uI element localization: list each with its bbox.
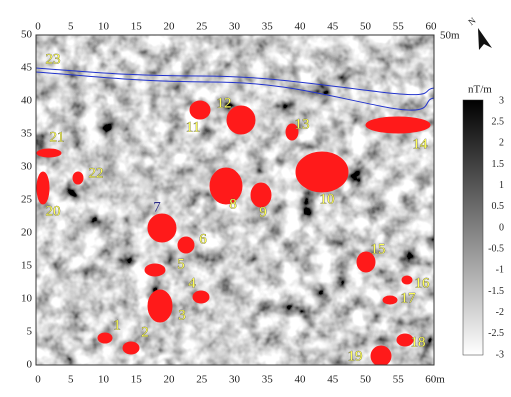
x-tick-bottom: 0 (35, 374, 41, 386)
colorbar-tick: 2 (499, 138, 504, 149)
anomaly-label: 17 (401, 290, 417, 306)
colorbar-tick: 1.5 (492, 159, 505, 170)
anomaly-blob (251, 183, 271, 207)
x-tick-bottom: 50 (360, 374, 372, 386)
colorbar-tick: -3 (496, 349, 504, 360)
y-tick: 35 (21, 128, 33, 140)
anomaly-label: 16 (415, 275, 431, 291)
x-tick-top: 25 (196, 21, 208, 33)
x-tick-bottom: 30 (229, 374, 241, 386)
north-arrow (478, 28, 492, 50)
y-tick: 15 (21, 260, 33, 272)
anomaly-label: 12 (217, 95, 232, 111)
anomaly-label: 2 (141, 324, 149, 340)
colorbar-tick: 3 (499, 95, 504, 106)
anomaly-label: 4 (188, 275, 196, 291)
anomaly-label: 9 (259, 204, 267, 220)
colorbar-tick: -2 (496, 307, 504, 318)
x-tick-top: 15 (131, 21, 143, 33)
x-tick-top: 40 (295, 21, 307, 33)
anomaly-blob (190, 101, 210, 119)
x-tick-top: 55 (393, 21, 405, 33)
x-tick-bottom: 35 (262, 374, 274, 386)
anomaly-label: 8 (229, 196, 237, 212)
anomaly-blob (145, 264, 165, 276)
y-tick: 5 (27, 326, 33, 338)
colorbar-tick: 1 (499, 180, 504, 191)
anomaly-label: 5 (177, 256, 185, 272)
colorbar-unit: nT/m (468, 84, 492, 96)
anomaly-label: 20 (46, 203, 61, 219)
anomaly-blob (148, 290, 172, 322)
x-tick-top: 35 (262, 21, 274, 33)
anomaly-blob (296, 152, 348, 192)
y-tick: 40 (21, 95, 33, 107)
x-tick-bottom: 15 (131, 374, 143, 386)
x-tick-bottom: 45 (327, 374, 339, 386)
x-tick-bottom: 55 (393, 374, 405, 386)
x-tick-bottom: 10 (98, 374, 110, 386)
anomaly-blob (37, 172, 49, 204)
y-tick: 25 (21, 194, 33, 206)
x-tick-top: 30 (229, 21, 241, 33)
y-tick: 50 (21, 29, 33, 41)
y-tick: 20 (21, 227, 33, 239)
anomaly-label: 11 (186, 119, 200, 135)
anomaly-label: 19 (348, 348, 363, 364)
anomaly-label: 15 (371, 241, 386, 257)
magnetometry-map: nT/m N 50m 05101520253035404550556005101… (0, 0, 511, 392)
anomaly-blob (383, 296, 397, 304)
anomaly-blob (73, 172, 83, 184)
anomaly-label: 22 (89, 165, 104, 181)
x-tick-top: 60 (426, 21, 438, 33)
colorbar-tick: -1.5 (488, 286, 504, 297)
x-tick-top: 45 (327, 21, 339, 33)
x-tick-bottom: 20 (164, 374, 176, 386)
x-tick-bottom: 25 (196, 374, 208, 386)
anomaly-label: 6 (199, 231, 207, 247)
anomaly-label: 21 (50, 129, 65, 145)
colorbar-tick: 0.5 (492, 201, 505, 212)
colorbar-tick: 0 (499, 222, 504, 233)
anomaly-blob (98, 333, 112, 343)
anomaly-blob (366, 117, 430, 133)
anomaly-blob (371, 346, 391, 366)
colorbar-tick: -1 (496, 265, 504, 276)
anomaly-blob (178, 237, 194, 253)
x-tick-bottom: 5 (68, 374, 74, 386)
anomaly-label: 10 (320, 191, 335, 207)
anomaly-blob (123, 342, 139, 354)
anomaly-blob (402, 276, 412, 284)
anomaly-label: 14 (413, 136, 429, 152)
anomaly-label: 18 (411, 334, 426, 350)
anomaly-label: 1 (113, 317, 121, 333)
anomaly-blob (193, 291, 209, 303)
x-tick-top: 10 (98, 21, 110, 33)
y-tick: 0 (27, 359, 33, 371)
colorbar-tick: -0.5 (488, 243, 504, 254)
colorbar-tick: -2.5 (488, 328, 504, 339)
x-tick-top: 0 (35, 21, 41, 33)
x-tick-top: 20 (164, 21, 176, 33)
anomaly-label: 23 (46, 51, 61, 67)
colorbar (463, 100, 483, 355)
y-tick: 10 (21, 293, 33, 305)
anomaly-label: 13 (295, 116, 310, 132)
anomaly-label: 3 (178, 307, 186, 323)
anomaly-label: 7 (153, 199, 161, 215)
x-tick-top: 50 (360, 21, 372, 33)
x-tick-bottom: 40 (295, 374, 307, 386)
north-label: N (466, 15, 478, 27)
anomaly-blob (148, 214, 176, 242)
x-tick-top: 5 (68, 21, 74, 33)
colorbar-tick: 2.5 (492, 116, 505, 127)
y-unit-label: 50m (440, 30, 460, 42)
x-tick-bottom: 60m (425, 374, 445, 386)
anomaly-blob (210, 168, 242, 204)
y-tick: 30 (21, 161, 33, 173)
y-tick: 45 (21, 62, 33, 74)
anomaly-blob (37, 149, 61, 157)
